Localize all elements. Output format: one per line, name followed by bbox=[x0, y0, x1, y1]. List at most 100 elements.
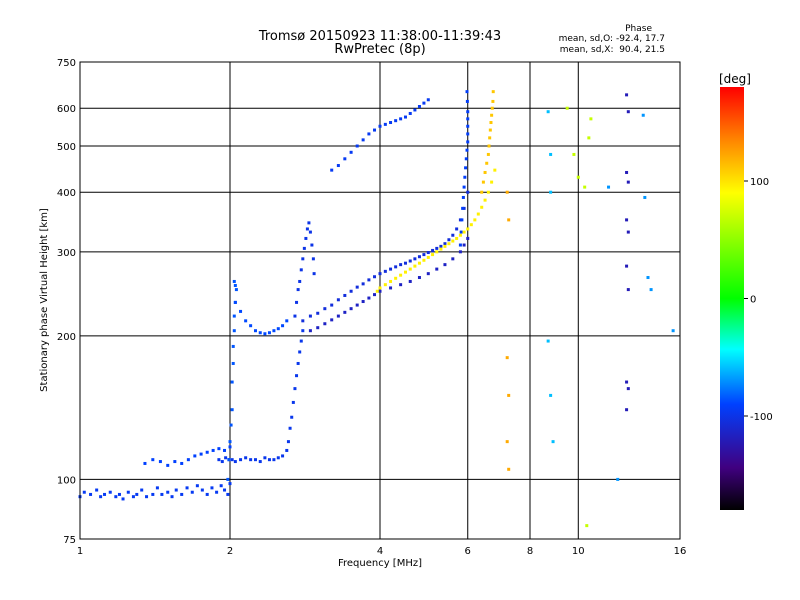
data-point bbox=[375, 289, 379, 293]
data-point bbox=[349, 289, 353, 293]
colorbar-label: [deg] bbox=[719, 72, 751, 86]
data-point bbox=[491, 90, 495, 94]
data-point bbox=[219, 484, 223, 488]
colorbar-tick-label: -100 bbox=[750, 412, 773, 423]
data-point bbox=[422, 101, 426, 105]
data-point bbox=[227, 458, 231, 462]
data-point bbox=[487, 144, 491, 148]
x-tick-label: 2 bbox=[227, 546, 233, 557]
data-point bbox=[186, 458, 190, 462]
data-point bbox=[299, 339, 303, 343]
data-point bbox=[230, 380, 234, 384]
data-point bbox=[480, 205, 484, 209]
data-point bbox=[625, 380, 629, 384]
data-point bbox=[389, 286, 393, 290]
data-point bbox=[493, 168, 497, 172]
data-point bbox=[408, 111, 412, 115]
data-point bbox=[489, 121, 493, 125]
data-point bbox=[413, 257, 417, 261]
data-point bbox=[155, 486, 159, 490]
data-point bbox=[114, 495, 118, 499]
y-axis-ticks: 75 100 200 300 400 500 600 750 bbox=[57, 58, 76, 546]
data-point bbox=[466, 227, 470, 231]
data-point bbox=[422, 258, 426, 262]
data-point bbox=[462, 185, 466, 189]
data-point bbox=[267, 458, 271, 462]
data-point bbox=[316, 311, 320, 315]
data-point bbox=[463, 175, 467, 179]
data-point bbox=[549, 152, 553, 156]
data-point bbox=[135, 492, 139, 496]
data-point bbox=[195, 484, 199, 488]
data-point bbox=[373, 128, 377, 132]
data-point bbox=[267, 331, 271, 335]
data-point bbox=[290, 415, 294, 419]
data-point bbox=[293, 314, 297, 318]
data-point bbox=[361, 300, 365, 304]
data-point bbox=[383, 283, 387, 287]
data-point bbox=[166, 463, 170, 467]
data-point bbox=[228, 482, 232, 486]
data-point bbox=[180, 461, 184, 465]
data-point bbox=[311, 257, 315, 261]
data-point bbox=[399, 273, 403, 277]
data-point bbox=[293, 387, 297, 391]
data-point bbox=[199, 452, 203, 456]
data-point bbox=[223, 448, 227, 452]
data-point bbox=[431, 248, 435, 252]
data-point bbox=[488, 128, 492, 132]
data-point bbox=[378, 124, 382, 128]
data-point bbox=[158, 460, 162, 464]
data-point bbox=[646, 276, 650, 280]
data-point bbox=[476, 212, 480, 216]
data-point bbox=[253, 458, 257, 462]
data-point bbox=[551, 440, 555, 444]
data-point bbox=[258, 460, 262, 464]
data-point bbox=[625, 408, 629, 412]
data-point bbox=[82, 490, 86, 494]
data-point bbox=[464, 166, 468, 170]
data-point bbox=[587, 136, 591, 140]
data-point bbox=[413, 264, 417, 268]
data-point bbox=[228, 440, 232, 444]
data-point bbox=[417, 105, 421, 109]
data-point bbox=[546, 339, 550, 343]
data-point bbox=[108, 490, 112, 494]
y-tick-label: 750 bbox=[57, 58, 76, 69]
data-point bbox=[439, 244, 443, 248]
data-point bbox=[312, 272, 316, 276]
data-point bbox=[349, 150, 353, 154]
data-point bbox=[103, 492, 107, 496]
data-point bbox=[151, 458, 155, 462]
data-point bbox=[378, 286, 382, 290]
colorbar-ticks: 100 0 -100 bbox=[744, 177, 773, 423]
x-tick-label: 8 bbox=[527, 546, 533, 557]
data-point bbox=[233, 300, 237, 304]
data-point bbox=[408, 279, 412, 283]
data-point bbox=[143, 461, 147, 465]
colorbar-tick-label: 100 bbox=[750, 177, 769, 188]
data-point bbox=[451, 239, 455, 243]
data-point bbox=[355, 303, 359, 307]
data-point bbox=[220, 460, 224, 464]
data-point bbox=[361, 138, 365, 142]
data-point bbox=[180, 492, 184, 496]
data-point bbox=[296, 288, 300, 292]
data-point bbox=[589, 117, 593, 121]
data-point bbox=[626, 288, 630, 292]
data-point bbox=[490, 106, 494, 110]
data-point bbox=[383, 122, 387, 126]
data-point bbox=[417, 261, 421, 265]
data-point bbox=[233, 460, 237, 464]
data-point bbox=[228, 445, 232, 449]
data-point bbox=[403, 115, 407, 119]
data-point bbox=[276, 456, 280, 460]
data-point bbox=[299, 268, 303, 272]
data-point bbox=[323, 322, 327, 326]
data-point bbox=[417, 255, 421, 259]
data-point bbox=[626, 230, 630, 234]
data-point bbox=[288, 426, 292, 430]
data-point bbox=[399, 117, 403, 121]
data-point bbox=[458, 243, 462, 247]
data-point bbox=[626, 180, 630, 184]
